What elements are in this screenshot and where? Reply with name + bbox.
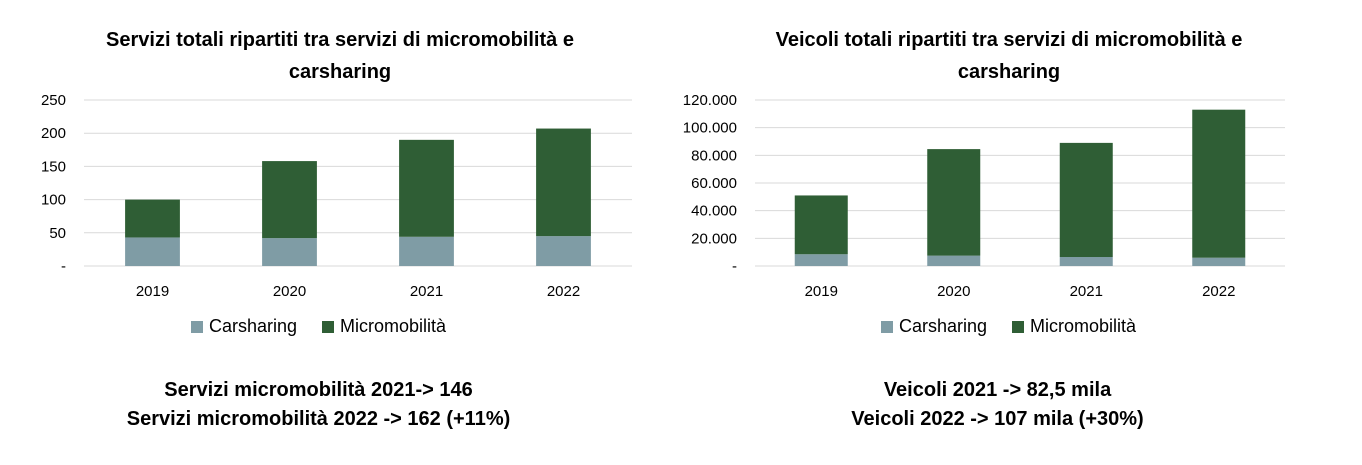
y-tick-label: 40.000 — [691, 203, 737, 220]
x-tick-label: 2022 — [547, 283, 580, 300]
bar-micromobilita — [536, 128, 591, 237]
x-tick-label: 2021 — [410, 283, 443, 300]
bar-carsharing — [1059, 257, 1113, 266]
y-tick-label: 150 — [41, 158, 66, 175]
bar-carsharing — [399, 236, 454, 266]
x-tick-label: 2022 — [1202, 283, 1235, 300]
note-line: Servizi micromobilità 2022 -> 162 (+11%) — [126, 408, 511, 430]
legend-label: Micromobilità — [1030, 316, 1137, 336]
legend-label: Micromobilità — [340, 316, 447, 336]
legend-item-micromobilita: Micromobilità — [322, 316, 446, 337]
x-tick-label: 2020 — [937, 283, 970, 300]
chart-title: Veicoli totali ripartiti tra servizi di … — [775, 29, 1243, 83]
y-tick-label: 200 — [41, 125, 66, 142]
y-tick-label: 120.000 — [683, 92, 737, 109]
legend-item-micromobilita: Micromobilità — [1012, 316, 1136, 337]
chart-notes: Servizi micromobilità 2021-> 146 Servizi… — [0, 376, 659, 434]
bar-carsharing — [1192, 257, 1246, 266]
bar-carsharing — [927, 255, 981, 266]
bar-carsharing — [262, 238, 317, 266]
chart-plot-veicoli: - 20.000 40.000 60.000 80.000 100.000 120.000 2… — [683, 92, 1285, 300]
chart-legend: Carsharing Micromobilità — [0, 316, 659, 338]
legend-swatch-micromobilita — [1012, 320, 1025, 333]
bar-micromobilita — [1192, 109, 1246, 258]
y-tick-label: 250 — [41, 92, 66, 109]
y-tick-label: 80.000 — [691, 147, 737, 164]
legend-label: Carsharing — [898, 316, 987, 336]
bar-micromobilita — [262, 161, 317, 239]
bar-micromobilita — [794, 195, 848, 255]
bar-micromobilita — [1059, 142, 1113, 258]
legend-label: Carsharing — [208, 316, 297, 336]
y-tick-label: 60.000 — [691, 175, 737, 192]
legend-swatch-carsharing — [880, 320, 893, 333]
note-line: Veicoli 2022 -> 107 mila (+30%) — [851, 408, 1144, 430]
note-line: Veicoli 2021 -> 82,5 mila — [883, 379, 1112, 401]
y-tick-label: 100.000 — [683, 120, 737, 137]
chart-legend: Carsharing Micromobilità — [668, 316, 1349, 338]
bar-carsharing — [536, 236, 591, 266]
y-tick-label: 20.000 — [691, 230, 737, 247]
x-tick-label: 2021 — [1070, 283, 1103, 300]
legend-swatch-carsharing — [190, 320, 203, 333]
x-tick-label: 2019 — [805, 283, 838, 300]
bar-carsharing — [125, 237, 180, 266]
legend-item-carsharing: Carsharing — [880, 316, 987, 337]
chart-panel-veicoli: Veicoli totali ripartiti tra servizi di … — [681, 0, 1362, 465]
legend-item-carsharing: Carsharing — [190, 316, 297, 337]
x-tick-label: 2020 — [273, 283, 306, 300]
chart-notes: Veicoli 2021 -> 82,5 mila Veicoli 2022 -… — [657, 376, 1338, 434]
y-tick-label: 100 — [41, 192, 66, 209]
x-tick-label: 2019 — [136, 283, 169, 300]
bar-micromobilita — [399, 139, 454, 237]
y-tick-label: - — [732, 258, 737, 275]
note-line: Servizi micromobilità 2021-> 146 — [164, 379, 473, 401]
bar-micromobilita — [125, 199, 180, 238]
chart-panel-servizi: Servizi totali ripartiti tra servizi di … — [0, 29, 659, 434]
chart-plot-servizi: - 50 100 150 200 250 2019 2020 2021 2022 — [41, 92, 632, 300]
bar-carsharing — [794, 254, 848, 266]
bar-micromobilita — [927, 149, 981, 256]
chart-title: Servizi totali ripartiti tra servizi di … — [106, 29, 574, 83]
y-tick-label: 50 — [49, 225, 66, 242]
y-tick-label: - — [61, 258, 66, 275]
legend-swatch-micromobilita — [322, 320, 335, 333]
